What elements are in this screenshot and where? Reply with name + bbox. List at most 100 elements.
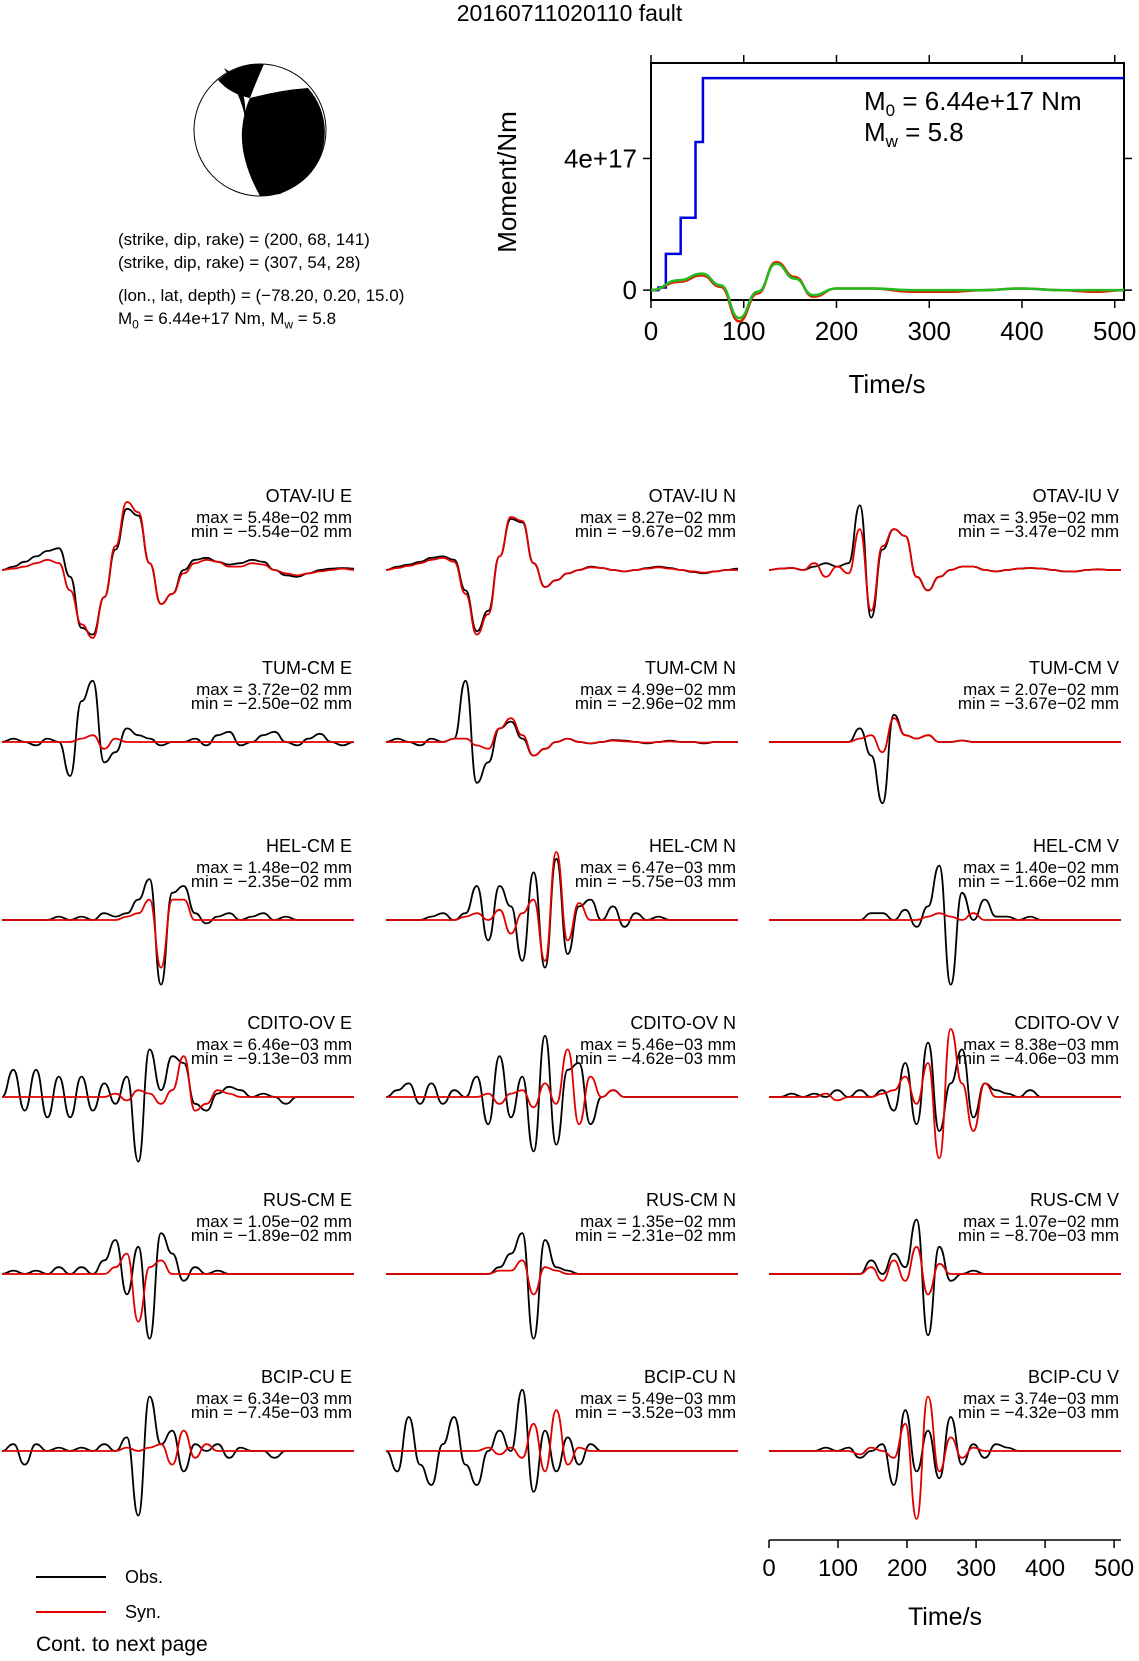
- max-label: max = 5.48e−02 mm: [196, 508, 352, 527]
- max-label: max = 3.95e−02 mm: [963, 508, 1119, 527]
- min-label: min = −3.52e−03 mm: [575, 1403, 736, 1422]
- obs-trace: [386, 1232, 738, 1340]
- station-label: RUS-CM E: [263, 1190, 352, 1210]
- min-label: min = −2.35e−02 mm: [191, 872, 352, 891]
- min-label: min = −4.62e−03 mm: [575, 1049, 736, 1068]
- max-label: max = 8.38e−03 mm: [963, 1035, 1119, 1054]
- m0-prefix: M: [864, 86, 886, 116]
- syn-trace: [768, 912, 1121, 921]
- syn-trace: [2, 1429, 354, 1466]
- min-label: min = −5.75e−03 mm: [575, 872, 736, 891]
- station-label: OTAV-IU V: [1033, 486, 1119, 506]
- syn-trace: [1, 734, 354, 750]
- moment-xtick-label: 400: [1000, 316, 1043, 346]
- syn-trace: [386, 1048, 738, 1126]
- syn-trace: [2, 1055, 354, 1112]
- obs-trace: [1, 1232, 354, 1340]
- bottom-xtick-label: 400: [1025, 1555, 1065, 1582]
- syn-trace: [769, 1395, 1121, 1520]
- station-label: BCIP-CU N: [644, 1367, 736, 1387]
- station-label: CDITO-OV V: [1014, 1013, 1119, 1033]
- station-label: TUM-CM E: [262, 658, 352, 678]
- station-label: CDITO-OV E: [247, 1013, 352, 1033]
- moment-ylabel: Moment/Nm: [492, 111, 522, 253]
- moment-plot: Moment/Nm Time/s M0 = 6.44e+17 Nm Mw = 5…: [492, 55, 1136, 399]
- syn-trace: [1, 501, 355, 639]
- min-label: min = −5.54e−02 mm: [191, 522, 352, 541]
- min-label: min = −9.67e−02 mm: [575, 522, 736, 541]
- min-label: min = −2.96e−02 mm: [575, 694, 736, 713]
- max-label: max = 1.40e−02 mm: [963, 858, 1119, 877]
- max-label: max = 1.07e−02 mm: [963, 1212, 1119, 1231]
- beachball-icon: [193, 63, 327, 197]
- min-label: min = −2.50e−02 mm: [191, 694, 352, 713]
- station-label: OTAV-IU E: [266, 486, 352, 506]
- station-label: HEL-CM E: [266, 836, 352, 856]
- min-label: min = −1.89e−02 mm: [191, 1226, 352, 1245]
- station-label: RUS-CM N: [646, 1190, 736, 1210]
- moment-xtick-label: 500: [1093, 316, 1136, 346]
- station-label: CDITO-OV N: [630, 1013, 736, 1033]
- station-label: TUM-CM V: [1029, 658, 1119, 678]
- bottom-xtick-label: 100: [818, 1555, 858, 1582]
- location-text: (lon., lat, depth) = (−78.20, 0.20, 15.0…: [118, 286, 405, 305]
- legend: Obs. Syn.: [36, 1567, 163, 1622]
- moment-xtick-label: 0: [644, 316, 658, 346]
- bottom-time-axis: 0 100 200 300 400 500 Time/s: [762, 1539, 1134, 1631]
- station-label: BCIP-CU V: [1028, 1367, 1119, 1387]
- max-label: max = 3.72e−02 mm: [196, 680, 352, 699]
- syn-trace: [769, 1028, 1121, 1160]
- max-label: max = 1.35e−02 mm: [580, 1212, 736, 1231]
- moment-text: M0 = 6.44e+17 Nm, Mw = 5.8: [118, 309, 336, 331]
- syn-trace: [2, 1252, 354, 1323]
- max-label: max = 5.46e−03 mm: [580, 1035, 736, 1054]
- moment-xtick-label: 100: [722, 316, 765, 346]
- min-label: min = −4.32e−03 mm: [958, 1403, 1119, 1422]
- obs-trace: [1, 878, 354, 986]
- min-label: min = −1.66e−02 mm: [958, 872, 1119, 891]
- max-label: max = 4.99e−02 mm: [580, 680, 736, 699]
- min-label: min = −8.70e−03 mm: [958, 1226, 1119, 1245]
- syn-trace: [385, 516, 738, 636]
- min-label: min = −7.45e−03 mm: [191, 1403, 352, 1422]
- moment-rate-green-line: [650, 262, 1124, 320]
- station-label: HEL-CM N: [649, 836, 736, 856]
- moment-xtick-label: 200: [815, 316, 858, 346]
- bottom-xtick-label: 0: [762, 1555, 775, 1582]
- obs-trace: [768, 713, 1121, 805]
- figure-title: 20160711020110 fault: [456, 0, 683, 26]
- syn-trace: [1, 898, 354, 969]
- m0-label: M0 = 6.44e+17 Nm: [864, 86, 1082, 120]
- mw-prefix: M: [864, 117, 886, 147]
- moment-mid: = 6.44e+17 Nm, M: [138, 309, 285, 328]
- station-label: RUS-CM V: [1030, 1190, 1119, 1210]
- plane2-text: (strike, dip, rake) = (307, 54, 28): [118, 253, 361, 272]
- mw-value: = 5.8: [293, 309, 337, 328]
- moment-xlabel: Time/s: [848, 369, 925, 399]
- m0-sub: 0: [886, 101, 895, 120]
- mw-text: = 5.8: [898, 117, 964, 147]
- min-label: min = −2.31e−02 mm: [575, 1226, 736, 1245]
- station-label: HEL-CM V: [1033, 836, 1119, 856]
- bottom-xlabel: Time/s: [908, 1603, 982, 1631]
- legend-syn-label: Syn.: [125, 1602, 161, 1622]
- syn-trace: [768, 528, 1121, 612]
- mw-sub-label: w: [885, 132, 899, 151]
- max-label: max = 1.48e−02 mm: [196, 858, 352, 877]
- syn-trace: [386, 1259, 738, 1296]
- min-label: min = −3.47e−02 mm: [958, 522, 1119, 541]
